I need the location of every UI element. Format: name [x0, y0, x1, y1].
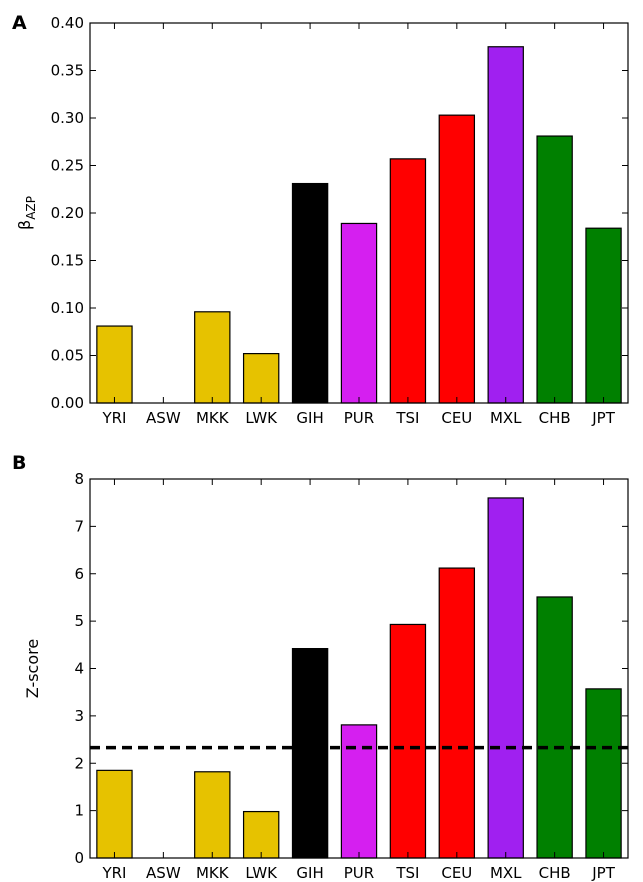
- x-tick-label: ASW: [146, 409, 181, 427]
- y-tick-label: 0.25: [51, 157, 84, 175]
- y-tick-label: 3: [74, 707, 84, 725]
- x-tick-label: JPT: [591, 864, 615, 882]
- x-tick-label: TSI: [395, 864, 419, 882]
- x-tick-label: PUR: [344, 864, 374, 882]
- bar-gih: [291, 182, 329, 404]
- y-tick-label: 0.20: [51, 204, 84, 222]
- y-tick-label: 5: [74, 612, 84, 630]
- y-tick-label: 2: [74, 754, 84, 772]
- y-axis-label-main: β: [15, 220, 34, 230]
- bar-mxl: [487, 497, 524, 859]
- y-axis-label-subscript: AZP: [24, 196, 38, 220]
- bar-jpt: [585, 227, 622, 404]
- x-tick-label: GIH: [296, 864, 323, 882]
- y-tick-label: 0.35: [51, 62, 84, 80]
- bar-yri: [96, 769, 133, 859]
- y-tick-label: 0.00: [51, 394, 84, 412]
- x-tick-label: CEU: [441, 409, 472, 427]
- bar-mxl: [487, 46, 524, 404]
- bar-chb: [536, 596, 573, 859]
- bar-lwk: [242, 353, 280, 404]
- bar-ceu: [438, 567, 476, 859]
- x-tick-label: TSI: [395, 409, 419, 427]
- bar-gih: [291, 647, 329, 859]
- bar-pur: [340, 222, 378, 404]
- x-tick-label: MKK: [196, 409, 230, 427]
- x-tick-label: GIH: [296, 409, 323, 427]
- x-tick-label: ASW: [146, 864, 181, 882]
- bar-mkk: [194, 771, 231, 859]
- x-tick-label: MXL: [490, 864, 522, 882]
- panel-letter: A: [12, 12, 27, 34]
- x-tick-label: JPT: [591, 409, 615, 427]
- x-tick-label: LWK: [245, 409, 278, 427]
- y-axis-label: Z-score: [23, 639, 42, 698]
- bar-tsi: [389, 158, 427, 404]
- bar-chb: [536, 135, 573, 404]
- x-tick-label: YRI: [101, 864, 126, 882]
- bar-tsi: [389, 623, 427, 859]
- bar-yri: [96, 325, 133, 404]
- y-tick-label: 0.10: [51, 299, 84, 317]
- x-tick-label: LWK: [245, 864, 278, 882]
- y-tick-label: 4: [74, 660, 84, 678]
- y-axis-label-main: Z-score: [23, 639, 42, 698]
- panel-B: B 0 1 2 3 4 5 6 7 8 YRI ASW MKK LWK GIH PUR TSI CEU MXL CHB…: [12, 452, 629, 882]
- x-tick-label: CHB: [539, 864, 571, 882]
- y-tick-label: 6: [74, 565, 84, 583]
- bar-jpt: [585, 688, 622, 859]
- x-tick-label: PUR: [344, 409, 374, 427]
- x-tick-label: YRI: [101, 409, 126, 427]
- y-tick-label: 0.30: [51, 109, 84, 127]
- y-tick-label: 7: [74, 517, 84, 535]
- x-tick-label: MXL: [490, 409, 522, 427]
- x-tick-label: CHB: [539, 409, 571, 427]
- y-axis-label: βAZP: [15, 196, 38, 230]
- y-tick-label: 1: [74, 802, 84, 820]
- y-tick-label: 0.05: [51, 347, 84, 365]
- bar-mkk: [194, 311, 231, 404]
- y-tick-label: 8: [74, 470, 84, 488]
- panel-A: A 0.00 0.05 0.10 0.15 0.20 0.25 0.30 0.35 0.40 YRI…: [12, 12, 629, 427]
- bar-lwk: [242, 810, 280, 859]
- x-tick-label: MKK: [196, 864, 230, 882]
- x-tick-label: CEU: [441, 864, 472, 882]
- y-tick-label: 0.40: [51, 14, 84, 32]
- panel-letter: B: [12, 452, 26, 474]
- bar-ceu: [438, 114, 476, 404]
- bar-pur: [340, 724, 378, 859]
- y-tick-label: 0: [74, 849, 84, 867]
- y-tick-label: 0.15: [51, 252, 84, 270]
